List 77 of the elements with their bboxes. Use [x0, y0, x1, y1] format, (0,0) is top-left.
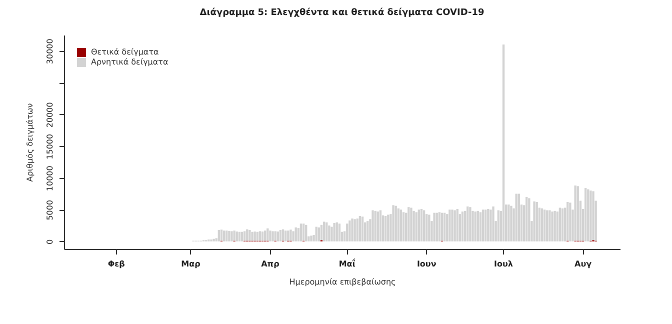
bar: [576, 186, 579, 241]
bar: [361, 216, 364, 242]
bar: [346, 224, 348, 242]
y-tick-label: 0: [46, 239, 54, 244]
bar: [279, 230, 282, 242]
bar: [402, 212, 405, 242]
bar: [420, 208, 423, 242]
bar: [258, 231, 262, 241]
bar: [518, 194, 520, 242]
y-tick-label: 30000: [46, 38, 54, 64]
bar: [238, 232, 241, 242]
x-tick-label: Απρ: [261, 260, 280, 268]
bar: [584, 188, 587, 242]
x-axis-title: Ημερομηνία επιβεβαίωσης: [289, 278, 396, 286]
bar: [264, 230, 266, 241]
legend-label: Αρνητικά δείγματα: [91, 58, 168, 66]
bar: [484, 210, 487, 242]
bar: [222, 230, 226, 242]
bar: [479, 212, 482, 242]
bar: [300, 224, 302, 242]
bar: [356, 218, 358, 242]
bar: [338, 224, 341, 242]
bar: [476, 210, 479, 242]
bar: [276, 232, 279, 242]
bar: [561, 208, 564, 242]
bar: [358, 216, 362, 242]
bar: [220, 230, 223, 241]
bar: [422, 210, 426, 242]
bar: [502, 44, 505, 242]
y-tick-label: 15000: [46, 134, 54, 160]
x-tick-label: Μαρ: [181, 260, 201, 268]
bar: [218, 230, 220, 242]
bar: [305, 224, 308, 242]
bar: [261, 232, 264, 241]
y-tick-label: 10000: [46, 166, 54, 192]
legend-label: Θετικά δείγματα: [91, 48, 159, 56]
bar: [302, 224, 305, 241]
y-tick-label: 5000: [46, 200, 54, 220]
bar: [543, 210, 546, 242]
x-tick-label: Μαΐ: [338, 258, 356, 268]
bar: [418, 210, 420, 242]
bar: [440, 212, 444, 241]
bar: [464, 210, 466, 242]
bar: [326, 222, 328, 242]
bar: [426, 214, 428, 242]
y-axis-title: Αριθμός δειγμάτων: [26, 102, 34, 182]
bar: [533, 201, 536, 242]
x-tick-label: Ιουλ: [494, 260, 513, 268]
bar: [384, 216, 387, 242]
x-tick-label: Ιουν: [416, 260, 437, 268]
bar: [540, 208, 544, 242]
bar: [528, 198, 530, 242]
bar: [315, 226, 318, 242]
bar: [243, 231, 246, 241]
bar: [482, 210, 484, 242]
bar: [443, 212, 446, 242]
bar: [322, 222, 326, 242]
bar: [574, 186, 576, 241]
x-tick-label: Αυγ: [574, 260, 592, 268]
bar: [492, 206, 494, 242]
bar: [438, 212, 441, 242]
bar: [318, 227, 320, 242]
y-tick-label: 20000: [46, 102, 54, 128]
bar: [240, 232, 244, 242]
bar: [497, 210, 500, 242]
bar: [515, 194, 518, 242]
bar: [284, 230, 287, 242]
x-tick-label: Φεβ: [108, 260, 126, 268]
bar: [320, 224, 323, 240]
bar: [558, 208, 562, 242]
chart-title: Διάγραμμα 5: Ελεγχθέντα και θετικά δείγματα COVID-19: [200, 7, 484, 18]
bar: [379, 210, 382, 242]
bar: [397, 208, 400, 242]
bar: [376, 212, 379, 242]
bar: [400, 210, 402, 242]
bar: [526, 196, 528, 242]
bar: [461, 212, 464, 242]
